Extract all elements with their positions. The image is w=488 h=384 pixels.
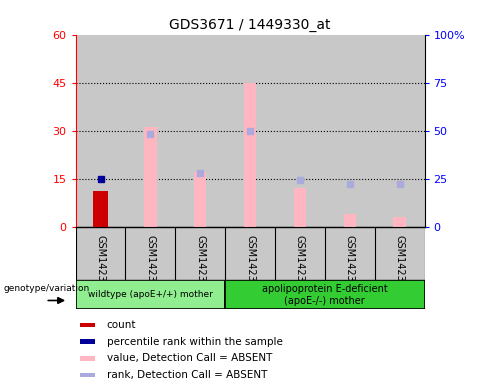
Bar: [375, 35, 425, 227]
Bar: [275, 227, 325, 280]
Bar: [175, 227, 225, 280]
Bar: [225, 227, 275, 280]
Bar: [125, 227, 175, 280]
Bar: [93, 191, 108, 227]
Text: GSM142369: GSM142369: [145, 235, 155, 294]
Bar: [76, 35, 125, 227]
Bar: [81, 373, 95, 377]
Text: GSM142376: GSM142376: [345, 235, 355, 294]
Text: wildtype (apoE+/+) mother: wildtype (apoE+/+) mother: [88, 290, 213, 299]
Bar: [275, 35, 325, 227]
Bar: [225, 280, 425, 309]
Text: value, Detection Call = ABSENT: value, Detection Call = ABSENT: [107, 353, 272, 364]
Bar: [81, 356, 95, 361]
Text: GSM142370: GSM142370: [195, 235, 205, 294]
Text: GSM142372: GSM142372: [245, 235, 255, 294]
Bar: [76, 227, 125, 280]
Bar: [194, 172, 206, 227]
Bar: [125, 35, 175, 227]
Bar: [81, 323, 95, 327]
Text: count: count: [107, 320, 136, 330]
Bar: [375, 227, 425, 280]
Bar: [81, 339, 95, 344]
Title: GDS3671 / 1449330_at: GDS3671 / 1449330_at: [169, 18, 331, 32]
Bar: [393, 217, 406, 227]
Bar: [344, 214, 356, 227]
Text: GSM142367: GSM142367: [96, 235, 105, 294]
Bar: [294, 188, 306, 227]
Bar: [225, 35, 275, 227]
Text: GSM142380: GSM142380: [395, 235, 405, 294]
Text: apolipoprotein E-deficient
(apoE-/-) mother: apolipoprotein E-deficient (apoE-/-) mot…: [262, 284, 388, 306]
Bar: [244, 83, 256, 227]
Text: percentile rank within the sample: percentile rank within the sample: [107, 337, 283, 347]
Text: GSM142374: GSM142374: [295, 235, 305, 294]
Bar: [144, 127, 157, 227]
Text: genotype/variation: genotype/variation: [4, 284, 90, 293]
Bar: [325, 35, 375, 227]
Bar: [76, 280, 225, 309]
Bar: [175, 35, 225, 227]
Bar: [325, 227, 375, 280]
Text: rank, Detection Call = ABSENT: rank, Detection Call = ABSENT: [107, 370, 267, 380]
